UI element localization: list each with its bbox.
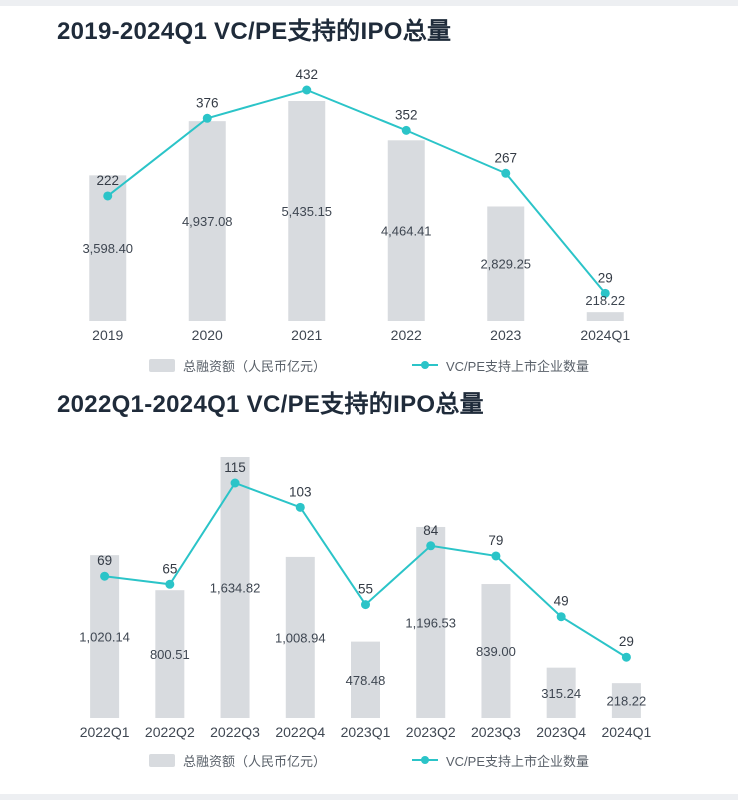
annual-chart-legend: 总融资额（人民币亿元） VC/PE支持上市企业数量 <box>0 356 738 375</box>
x-axis-label: 2023Q1 <box>341 724 391 740</box>
quarterly-ipo-chart: 1,020.14 2022Q1 69 800.51 2022Q2 65 1,634.82 20… <box>79 456 652 740</box>
legend-item-total-financing[interactable]: 总融资额（人民币亿元） <box>148 751 326 770</box>
bar <box>546 667 576 718</box>
page-bottom-edge <box>0 794 738 800</box>
bar-value-label: 315.24 <box>541 685 581 700</box>
bar-series-swatch-icon <box>148 753 175 767</box>
legend-label-company-count: VC/PE支持上市企业数量 <box>446 358 590 374</box>
bar-value-label: 218.22 <box>607 693 647 708</box>
bar <box>188 120 226 321</box>
x-axis-label: 2024Q1 <box>601 724 651 740</box>
x-axis-label: 2023Q4 <box>536 724 586 740</box>
bar-value-label: 4,464.41 <box>381 223 432 238</box>
line-value-label: 65 <box>162 561 177 576</box>
line-value-label: 29 <box>598 270 613 285</box>
line-point <box>202 113 212 123</box>
x-axis-label: 2022Q1 <box>80 724 130 740</box>
line-value-label: 267 <box>494 150 517 165</box>
line-value-label: 84 <box>423 522 439 537</box>
legend-label-total-financing: 总融资额（人民币亿元） <box>182 753 326 769</box>
line-value-label: 29 <box>619 634 634 649</box>
bar-value-label: 5,435.15 <box>281 204 332 219</box>
bar-value-label: 2,829.25 <box>480 257 531 272</box>
bar-value-label: 1,196.53 <box>405 615 456 630</box>
line-series-swatch-icon <box>412 756 438 765</box>
line-point <box>103 191 113 201</box>
bar-value-label: 839.00 <box>476 644 516 659</box>
line-point <box>621 652 631 662</box>
legend-item-total-financing[interactable]: 总融资额（人民币亿元） <box>148 356 326 375</box>
line-point <box>295 502 305 512</box>
line-point <box>100 571 110 581</box>
line-value-label: 115 <box>224 460 246 475</box>
annual-ipo-chart-section: 2019-2024Q1 VC/PE支持的IPO总量 3,598.40 2019 22… <box>0 6 738 375</box>
bar <box>586 311 624 321</box>
x-axis-label: 2023 <box>490 327 521 343</box>
line-point <box>556 611 566 621</box>
line-point <box>361 599 370 609</box>
bar-value-label: 1,020.14 <box>79 629 130 644</box>
x-axis-label: 2019 <box>92 327 123 343</box>
line-value-label: 352 <box>395 107 418 122</box>
x-axis-label: 2021 <box>291 327 322 343</box>
x-axis-label: 2023Q3 <box>471 724 521 740</box>
line-point <box>302 85 312 95</box>
line-value-label: 432 <box>295 67 318 82</box>
bar <box>387 140 425 321</box>
line-point <box>600 288 610 298</box>
bar <box>220 456 250 718</box>
x-axis-label: 2022Q2 <box>145 724 195 740</box>
legend-label-total-financing: 总融资额（人民币亿元） <box>182 358 326 374</box>
line-point <box>401 125 411 135</box>
bar <box>611 682 641 718</box>
bar <box>285 556 315 718</box>
bar-series-swatch-icon <box>148 358 175 372</box>
annual-chart-title: 2019-2024Q1 VC/PE支持的IPO总量 <box>57 18 452 45</box>
quarterly-ipo-chart-section: 2022Q1-2024Q1 VC/PE支持的IPO总量 1,020.14 2022… <box>0 379 738 770</box>
line-value-label: 376 <box>196 95 219 110</box>
bar <box>416 526 446 718</box>
bar <box>288 100 326 321</box>
bar-value-label: 218.22 <box>585 293 625 308</box>
bar <box>351 641 380 718</box>
line-value-label: 55 <box>358 581 373 596</box>
line-series-swatch-icon <box>412 361 438 370</box>
legend-item-company-count[interactable]: VC/PE支持上市企业数量 <box>412 751 589 770</box>
page-top-edge <box>0 0 738 6</box>
line-value-label: 69 <box>97 553 112 568</box>
line-point <box>165 579 175 589</box>
bar-value-label: 4,937.08 <box>182 214 233 229</box>
bar <box>487 206 525 321</box>
bar-value-label: 3,598.40 <box>82 241 133 256</box>
line-value-label: 222 <box>96 173 119 188</box>
line-point <box>426 540 436 550</box>
bar <box>155 589 185 718</box>
bar-value-label: 1,008.94 <box>275 630 326 645</box>
line-value-label: 79 <box>488 533 503 548</box>
line-series <box>107 88 607 294</box>
x-axis-label: 2022 <box>391 327 422 343</box>
annual-ipo-chart: 3,598.40 2019 222 4,937.08 2020 376 5,435.15 20… <box>82 67 630 343</box>
line-value-label: 103 <box>289 484 312 499</box>
bar-value-label: 478.48 <box>346 672 386 687</box>
x-axis-label: 2024Q1 <box>580 327 630 343</box>
quarterly-chart-title: 2022Q1-2024Q1 VC/PE支持的IPO总量 <box>57 390 484 418</box>
legend-label-company-count: VC/PE支持上市企业数量 <box>446 753 590 769</box>
bar <box>90 554 120 718</box>
x-axis-label: 2022Q4 <box>275 724 325 740</box>
line-point <box>491 551 501 561</box>
bar <box>481 583 511 718</box>
x-axis-label: 2020 <box>192 327 223 343</box>
x-axis-label: 2023Q2 <box>406 724 456 740</box>
bar-value-label: 1,634.82 <box>210 580 261 595</box>
ipo-report-page: 2019-2024Q1 VC/PE支持的IPO总量 3,598.40 2019 22… <box>0 6 738 770</box>
x-axis-label: 2022Q3 <box>210 724 260 740</box>
quarterly-chart-legend: 总融资额（人民币亿元） VC/PE支持上市企业数量 <box>0 751 738 770</box>
line-value-label: 49 <box>554 593 569 608</box>
line-point <box>230 478 240 488</box>
legend-item-company-count[interactable]: VC/PE支持上市企业数量 <box>412 356 589 375</box>
bar-value-label: 800.51 <box>150 647 190 662</box>
line-point <box>501 168 511 178</box>
